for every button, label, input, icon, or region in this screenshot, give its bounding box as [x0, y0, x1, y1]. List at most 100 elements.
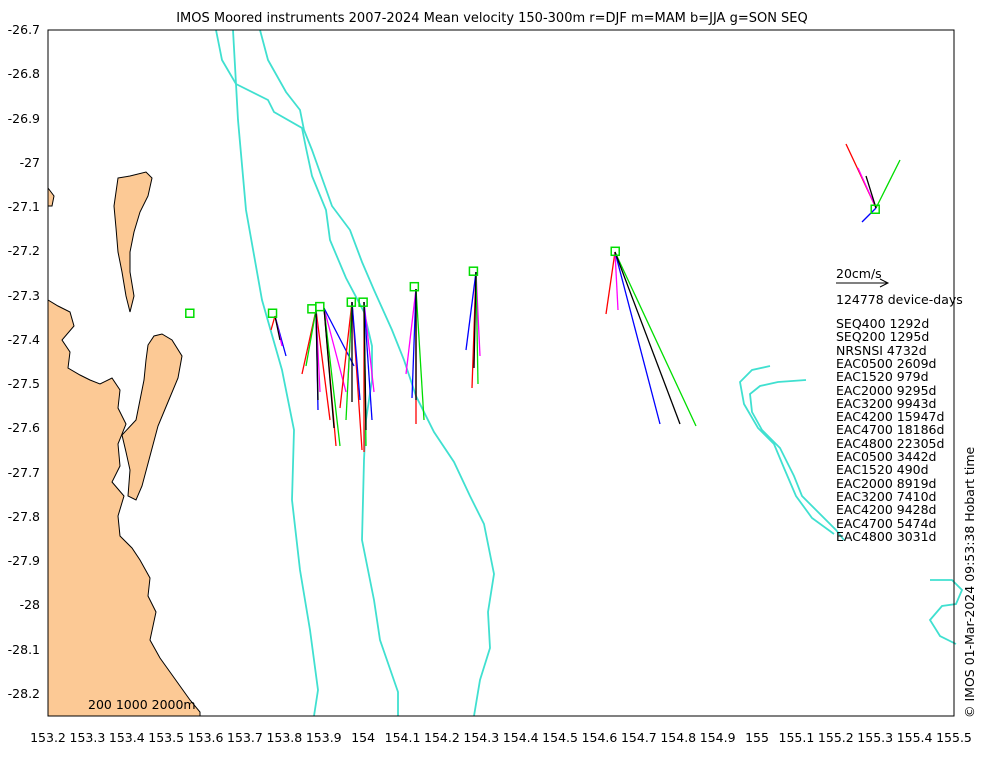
mooring-legend-entry: EAC2000 9295d: [836, 382, 937, 398]
x-tick-label: 153.4: [108, 730, 145, 745]
x-tick-label: 153.8: [266, 730, 303, 745]
y-tick-label: -28.1: [7, 641, 40, 657]
mooring-site-marker: [870, 204, 880, 214]
x-tick-label: 155.4: [896, 730, 933, 745]
mooring-legend-entry: EAC2000 8919d: [836, 475, 937, 491]
arrow-jja: [363, 301, 373, 421]
mooring-site-marker: [307, 304, 317, 314]
mainland-coast: [47, 299, 201, 717]
y-tick-label: -27.9: [7, 553, 40, 569]
y-tick-label: -27.4: [7, 331, 40, 347]
mooring-legend-entry: EAC0500 2609d: [836, 355, 937, 371]
x-tick-label: 155.5: [936, 730, 972, 745]
arrow-mean: [865, 175, 877, 209]
x-tick-label: 155.2: [817, 730, 854, 745]
arrow-jja: [351, 301, 361, 401]
y-tick-label: -28: [19, 597, 40, 613]
arrow-mean: [614, 251, 681, 425]
bribie-tip: [47, 186, 55, 207]
y-tick-label: -27.7: [7, 464, 40, 480]
x-tick-label: 153.7: [227, 730, 263, 745]
y-tick-label: -27: [19, 154, 40, 170]
mooring-legend-entry: NRSNSI 4732d: [836, 342, 927, 358]
y-tick-label: -27.1: [7, 199, 40, 215]
y-tick-label: -26.7: [7, 22, 40, 37]
arrow-son: [305, 307, 341, 447]
isobath-seamount-b: [739, 365, 835, 535]
x-tick-label: 154.9: [699, 730, 736, 745]
x-tick-label: 153.3: [69, 730, 106, 745]
y-tick-label: -27.6: [7, 420, 40, 436]
arrow-jja: [861, 207, 877, 223]
y-tick-label: -27.5: [7, 376, 40, 392]
y-tick-label: -28.2: [7, 685, 40, 701]
mooring-legend-entry: SEQ400 1292d: [836, 316, 930, 331]
arrow-mean: [274, 315, 281, 341]
mooring-legend-entry: EAC1520 490d: [836, 462, 929, 478]
credit-text: © IMOS 01-Mar-2024 09:53:38 Hobart time: [962, 446, 977, 718]
x-tick-label: 154.6: [581, 730, 618, 745]
mooring-legend-entry: EAC4800 22305d: [836, 435, 945, 451]
arrow-mean: [315, 307, 335, 429]
mooring-legend-entry: SEQ200 1295d: [836, 329, 930, 345]
mooring-site-marker: [315, 301, 325, 312]
mooring-site-marker: [468, 266, 479, 276]
mooring-legend-entry: EAC3200 7410d: [836, 488, 937, 504]
arrow-son: [475, 271, 479, 385]
mooring-legend-entry: EAC1520 979d: [836, 369, 929, 385]
mooring-legend-entry: EAC4700 5474d: [836, 515, 937, 531]
mooring-legend-entry: EAC0500 3442d: [836, 449, 937, 464]
device-days: 124778 device-days: [836, 292, 963, 307]
arrow-djf: [270, 315, 276, 331]
x-tick-label: 155.1: [778, 730, 815, 745]
scale-label: 20cm/s: [836, 266, 882, 281]
y-tick-label: -26.9: [7, 110, 40, 126]
mooring-legend-entry: EAC4200 9428d: [836, 502, 937, 518]
arrow-djf: [605, 251, 616, 315]
arrow-mean: [473, 271, 477, 369]
mooring-site-marker: [610, 246, 620, 257]
y-tick-label: -27.3: [7, 287, 40, 303]
isobath-200m: [232, 29, 319, 717]
plot-frame: [47, 29, 955, 717]
arrow-mam: [405, 288, 417, 375]
isobath-1000m: [215, 29, 399, 716]
x-tick-label: 155: [745, 730, 769, 745]
mooring-legend-entry: EAC4800 3031d: [836, 528, 937, 544]
mooring-legend-entry: EAC3200 9943d: [836, 395, 937, 411]
mooring-legend-entry: EAC4200 15947d: [836, 409, 945, 425]
land: [47, 171, 201, 717]
mooring-site-marker: [409, 281, 420, 292]
y-tick-label: -27.2: [7, 243, 40, 259]
contour-label: 200 1000 2000m: [88, 697, 196, 712]
x-tick-label: 154.2: [424, 730, 460, 745]
velocity-arrows: [270, 143, 901, 452]
moreton-island: [113, 171, 153, 313]
x-tick-label: 153.6: [187, 730, 224, 745]
x-tick-label: 154.3: [463, 730, 500, 745]
x-tick-label: 154.7: [620, 730, 657, 745]
arrow-mam: [614, 251, 619, 311]
arrow-son: [415, 288, 425, 421]
x-tick-label: 154.5: [542, 730, 578, 745]
arrow-mean: [363, 301, 367, 431]
x-tick-label: 154: [351, 730, 376, 745]
x-tick-label: 153.5: [148, 730, 185, 745]
isobath-east: [928, 579, 964, 645]
x-tick-label: 154.8: [660, 730, 697, 745]
x-tick-label: 155.3: [857, 730, 894, 745]
mooring-site-marker: [267, 308, 278, 319]
mooring-site-marker: [358, 297, 368, 307]
mooring-site-marker: [185, 308, 195, 319]
mooring-legend-entry: EAC4700 18186d: [836, 422, 945, 438]
y-tick-label: -27.8: [7, 508, 40, 524]
arrow-son: [875, 159, 901, 209]
stradbroke-island: [121, 333, 183, 501]
arrow-jja: [614, 251, 661, 425]
isobath-seamount-a: [749, 379, 845, 541]
chart-title: IMOS Moored instruments 2007-2024 Mean v…: [176, 11, 808, 26]
arrow-son: [614, 251, 697, 427]
x-tick-label: 153.9: [305, 730, 342, 745]
y-tick-label: -26.8: [7, 66, 40, 82]
